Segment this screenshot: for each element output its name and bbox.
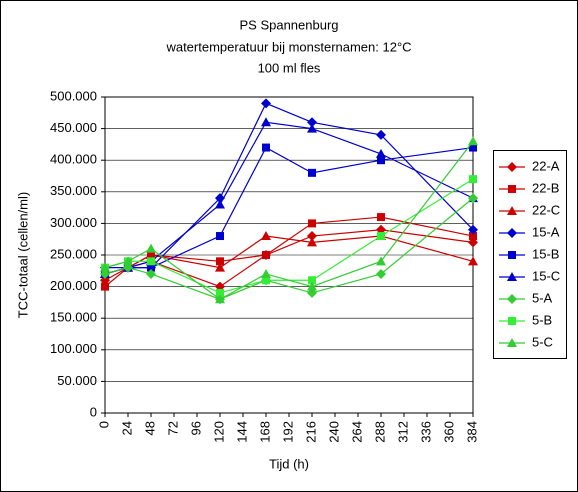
legend-marker: [507, 272, 517, 281]
data-point: [123, 256, 133, 266]
data-point: [377, 213, 385, 222]
legend-marker: [507, 228, 517, 238]
y-tick-label: 0: [90, 404, 97, 419]
data-point: [215, 262, 225, 272]
y-axis-label: TCC-totaal (cellen/ml): [15, 192, 30, 318]
x-tick-label: 336: [418, 421, 433, 443]
data-point: [376, 148, 386, 158]
x-tick-label: 240: [326, 421, 341, 443]
data-point: [216, 232, 224, 241]
data-point: [261, 117, 271, 127]
chart-subtitle: 100 ml fles: [258, 60, 321, 75]
x-tick-label: 144: [234, 421, 249, 443]
data-point: [307, 117, 317, 128]
data-point: [146, 243, 156, 253]
data-point: [468, 224, 478, 235]
data-point: [147, 263, 155, 272]
data-point: [101, 282, 109, 291]
x-tick-label: 72: [165, 421, 180, 435]
data-point: [468, 136, 478, 146]
data-point: [468, 193, 478, 204]
data-point: [261, 268, 271, 278]
data-point: [377, 156, 385, 165]
data-point: [469, 143, 477, 152]
data-point: [307, 231, 317, 242]
legend-label: 15-A: [532, 224, 560, 239]
x-tick-label: 24: [119, 421, 134, 435]
x-tick-label: 384: [464, 421, 479, 443]
data-point: [377, 232, 385, 241]
y-tick-label: 200.000: [50, 278, 97, 293]
legend-marker: [507, 338, 517, 347]
legend-marker: [507, 162, 517, 172]
data-point: [146, 250, 156, 259]
legend-marker: [508, 185, 516, 193]
legend-label: 5-B: [532, 312, 552, 327]
x-tick-label: 216: [303, 421, 318, 443]
legend-marker: [507, 294, 517, 304]
y-tick-label: 400.000: [50, 152, 97, 167]
data-point: [215, 199, 225, 209]
data-point: [216, 288, 224, 297]
legend-marker: [508, 251, 516, 259]
data-point: [307, 237, 317, 247]
data-point: [100, 262, 110, 272]
data-point: [376, 129, 386, 140]
y-tick-label: 500.000: [50, 88, 97, 103]
data-point: [308, 168, 316, 177]
y-tick-label: 150.000: [50, 310, 97, 325]
y-tick-label: 450.000: [50, 120, 97, 135]
x-tick-label: 264: [349, 421, 364, 443]
data-point: [308, 219, 316, 228]
data-point: [216, 257, 224, 266]
legend-label: 22-A: [532, 158, 560, 173]
data-point: [376, 256, 386, 266]
x-tick-label: 192: [280, 421, 295, 443]
series-line: [104, 140, 474, 300]
legend-label: 5-C: [532, 334, 553, 349]
x-tick-label: 168: [257, 421, 272, 443]
legend-label: 22-C: [532, 202, 560, 217]
data-point: [147, 257, 155, 266]
x-axis-label: Tijd (h): [269, 456, 309, 471]
legend-marker: [507, 206, 517, 215]
y-tick-label: 350.000: [50, 183, 97, 198]
data-point: [469, 175, 477, 184]
data-point: [308, 276, 316, 285]
y-tick-label: 100.000: [50, 341, 97, 356]
data-point: [262, 251, 270, 259]
data-point: [376, 268, 386, 279]
chart-subtitle: watertemperatuur bij monsternamen: 12°C: [165, 39, 411, 54]
data-point: [307, 281, 317, 291]
legend-label: 5-A: [532, 290, 553, 305]
y-tick-label: 300.000: [50, 215, 97, 230]
y-tick-label: 50.000: [57, 373, 97, 388]
x-tick-label: 120: [211, 421, 226, 443]
data-point: [469, 232, 477, 241]
data-point: [146, 268, 156, 279]
data-point: [307, 123, 317, 133]
x-tick-label: 96: [188, 421, 203, 435]
x-tick-label: 48: [142, 421, 157, 435]
data-point: [261, 231, 271, 241]
x-tick-label: 360: [441, 421, 456, 443]
data-point: [261, 98, 271, 109]
x-tick-label: 0: [96, 421, 111, 428]
legend-label: 22-B: [532, 180, 559, 195]
y-tick-label: 250.000: [50, 246, 97, 261]
legend-label: 15-C: [532, 268, 560, 283]
data-point: [215, 294, 225, 304]
chart-title: PS Spannenburg: [239, 17, 338, 32]
legend-label: 15-B: [532, 246, 559, 261]
x-tick-label: 288: [372, 421, 387, 443]
x-tick-label: 312: [395, 421, 410, 443]
data-point: [468, 256, 478, 266]
data-point: [262, 276, 270, 285]
data-point: [262, 143, 270, 152]
legend-marker: [508, 317, 516, 325]
